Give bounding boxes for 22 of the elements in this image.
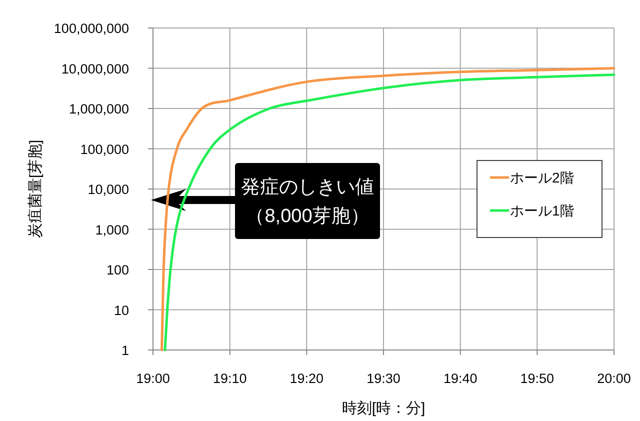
annotation: （8,000芽胞） — [246, 206, 370, 227]
y-axis-title: 炭疽菌量[芽胞] — [27, 140, 44, 238]
legend-label: ホール1階 — [510, 202, 574, 218]
x-axis-title: 時刻[時：分] — [342, 400, 426, 417]
y-tick-label: 100,000,000 — [54, 21, 129, 36]
y-tick-label: 1 — [121, 343, 129, 358]
y-tick-label: 1,000 — [95, 222, 129, 238]
x-tick-label: 19:20 — [290, 371, 324, 386]
y-tick-label: 10,000,000 — [61, 61, 129, 76]
x-tick-label: 19:00 — [136, 371, 170, 386]
annotation: 発症のしきい値 — [241, 177, 374, 198]
x-tick-label: 19:30 — [366, 371, 400, 386]
y-tick-label: 10,000 — [88, 182, 129, 197]
y-tick-label: 1,000,000 — [68, 102, 129, 116]
x-tick-label: 19:10 — [212, 371, 247, 386]
x-tick-label: 19:40 — [443, 371, 478, 386]
legend-label: ホール2階 — [510, 170, 574, 186]
x-tick-label: 20:00 — [597, 371, 631, 386]
x-tick-label: 19:50 — [520, 371, 554, 386]
y-tick-label: 10 — [114, 302, 129, 318]
y-tick-label: 100,000 — [80, 142, 129, 157]
y-tick-label: 100 — [106, 262, 129, 278]
